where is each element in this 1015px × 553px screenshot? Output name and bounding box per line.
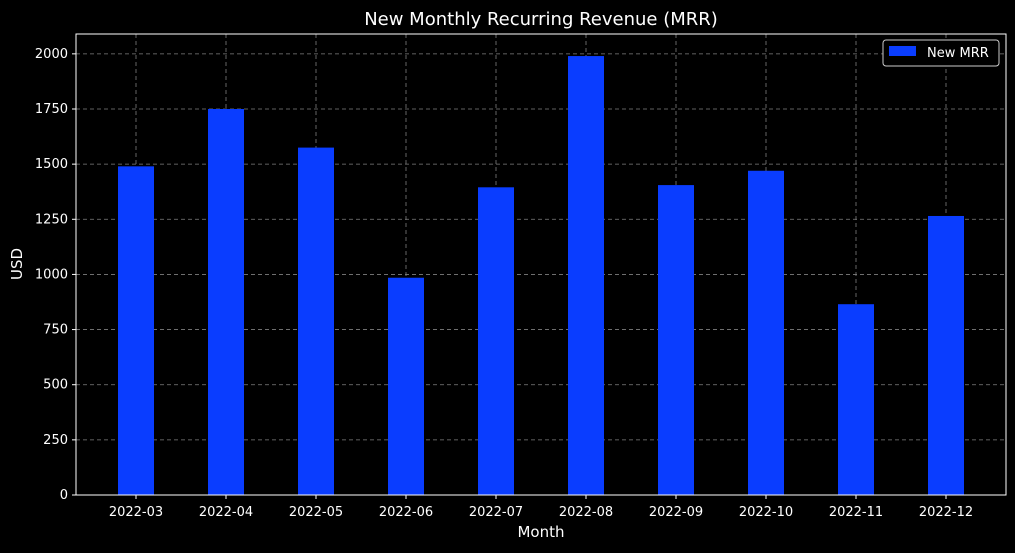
x-tick-label: 2022-04 bbox=[199, 505, 253, 520]
x-axis: 2022-03 2022-04 2022-05 2022-06 2022-07 2022-… bbox=[109, 495, 973, 520]
y-tick-label: 1250 bbox=[35, 212, 68, 227]
y-tick-label: 0 bbox=[60, 488, 68, 503]
bar-2022-06 bbox=[388, 277, 424, 495]
bar-2022-05 bbox=[298, 147, 334, 495]
legend: New MRR bbox=[882, 39, 1000, 67]
y-tick-label: 250 bbox=[43, 433, 68, 448]
x-tick-label: 2022-11 bbox=[829, 505, 883, 520]
bar-2022-11 bbox=[838, 304, 874, 495]
plot-frame bbox=[75, 33, 1007, 496]
x-axis-label: Month bbox=[517, 523, 564, 541]
y-axis-label: USD bbox=[8, 248, 26, 280]
bar-2022-07 bbox=[478, 187, 514, 495]
y-tick-label: 1750 bbox=[35, 102, 68, 117]
x-tick-label: 2022-03 bbox=[109, 505, 163, 520]
y-tick-label: 1500 bbox=[35, 157, 68, 172]
bar-2022-10 bbox=[748, 170, 784, 495]
bars bbox=[118, 56, 964, 496]
x-tick-label: 2022-05 bbox=[289, 505, 343, 520]
bar-2022-04 bbox=[208, 108, 244, 496]
x-tick-label: 2022-08 bbox=[559, 505, 613, 520]
y-tick-label: 1000 bbox=[35, 267, 68, 282]
bar-2022-09 bbox=[658, 185, 694, 495]
bar-2022-03 bbox=[118, 166, 154, 496]
legend-label: New MRR bbox=[927, 46, 989, 61]
y-axis: 0 250 500 750 1000 1250 1500 1750 2000 bbox=[35, 47, 76, 503]
chart-title: New Monthly Recurring Revenue (MRR) bbox=[364, 9, 718, 30]
x-tick-label: 2022-06 bbox=[379, 505, 433, 520]
x-tick-label: 2022-07 bbox=[469, 505, 523, 520]
x-tick-label: 2022-12 bbox=[919, 505, 973, 520]
x-tick-label: 2022-10 bbox=[739, 505, 793, 520]
bar-2022-08 bbox=[568, 56, 604, 496]
y-tick-label: 750 bbox=[43, 323, 68, 338]
x-tick-label: 2022-09 bbox=[649, 505, 703, 520]
legend-swatch bbox=[889, 46, 916, 56]
bar-2022-12 bbox=[928, 215, 964, 495]
y-tick-label: 2000 bbox=[35, 47, 68, 62]
y-tick-label: 500 bbox=[43, 378, 68, 393]
